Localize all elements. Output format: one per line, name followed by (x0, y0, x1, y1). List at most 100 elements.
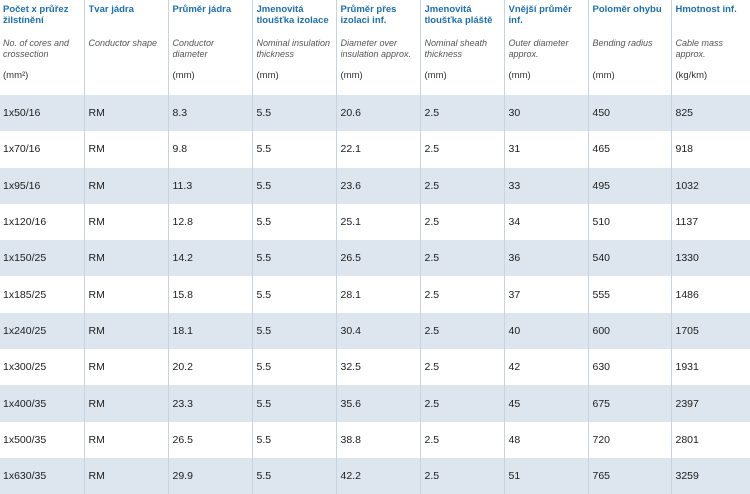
table-cell: 2.5 (419, 167, 504, 204)
table-cell: 8.3 (167, 95, 252, 132)
column-header-unit: (mm) (172, 70, 195, 81)
table-cell: 22.1 (335, 131, 420, 168)
table-cell: 33 (503, 167, 588, 204)
column-header-czech: Hmotnost inf. (675, 4, 737, 15)
table-cell: RM (83, 349, 168, 386)
table-cell: 1x240/25 (0, 312, 84, 350)
table-cell: 30 (503, 95, 588, 132)
table-cell: 1x185/25 (0, 276, 84, 313)
table-cell: 1330 (670, 240, 750, 277)
table-cell: 12.8 (167, 203, 252, 241)
table-cell: 600 (587, 312, 671, 350)
table-cell: 23.3 (167, 385, 252, 422)
column-header-english: No. of cores and crossection (3, 38, 70, 59)
column-header-english: Conductor diameter (172, 38, 215, 59)
table-cell: RM (83, 421, 168, 458)
table-cell: 25.1 (335, 203, 420, 241)
table-cell: RM (83, 312, 168, 350)
table-cell: 2801 (670, 421, 750, 458)
table-cell: 20.2 (167, 349, 252, 386)
table-cell: 2.5 (419, 95, 504, 132)
table-row: 1x120/16 RM 12.8 5.5 25.1 2.5 34 510 1137 (0, 203, 750, 241)
table-cell: 465 (587, 131, 671, 168)
column-header-unit: (mm) (256, 70, 279, 81)
table-cell: RM (83, 131, 168, 168)
column-header-3: Jmenovitá tloušťka izolace Nominal insul… (251, 0, 336, 95)
table-cell: 1x500/35 (0, 421, 84, 458)
table-cell: 450 (587, 95, 671, 132)
table-cell: RM (83, 167, 168, 204)
table-row: 1x240/25 RM 18.1 5.5 30.4 2.5 40 600 1705 (0, 312, 750, 350)
table-cell: 2.5 (419, 312, 504, 350)
column-header-english: Cable mass approx. (675, 38, 724, 59)
table-cell: 1x630/35 (0, 457, 84, 494)
column-header-6: Vnější průměr inf. Outer diameter approx… (503, 0, 588, 95)
table-cell: 5.5 (251, 457, 336, 494)
column-header-czech: Tvar jádra (88, 4, 134, 15)
table-cell: 765 (587, 457, 671, 494)
table-body: 1x50/16 RM 8.3 5.5 20.6 2.5 30 450 825 1x70/16 RM 9… (0, 95, 750, 494)
table-cell: 675 (587, 385, 671, 422)
table-cell: 15.8 (167, 276, 252, 313)
table-cell: 51 (503, 457, 588, 494)
table-cell: 5.5 (251, 95, 336, 132)
column-header-8: Hmotnost inf. Cable mass approx. (kg/km) (670, 0, 750, 95)
table-cell: 1486 (670, 276, 750, 313)
column-header-czech: Jmenovitá tloušťka pláště (424, 4, 493, 26)
table-cell: 918 (670, 131, 750, 168)
table-cell: 2.5 (419, 457, 504, 494)
table-cell: 1x120/16 (0, 203, 84, 241)
column-header-czech: Poloměr ohybu (592, 4, 662, 15)
table-cell: 38.8 (335, 421, 420, 458)
table-cell: 2.5 (419, 240, 504, 277)
table-cell: 1x70/16 (0, 131, 84, 168)
table-row: 1x50/16 RM 8.3 5.5 20.6 2.5 30 450 825 (0, 95, 750, 132)
column-header-english: Bending radius (592, 38, 653, 48)
column-header-czech: Jmenovitá tloušťka izolace (256, 4, 329, 26)
table-cell: 31 (503, 131, 588, 168)
table-header: Počet x průřez žilstínění No. of cores a… (0, 0, 750, 95)
table-row: 1x70/16 RM 9.8 5.5 22.1 2.5 31 465 918 (0, 131, 750, 168)
table-cell: 45 (503, 385, 588, 422)
table-cell: 42 (503, 349, 588, 386)
column-header-czech: Průměr jádra (172, 4, 232, 15)
column-header-czech: Počet x průřez žilstínění (3, 4, 69, 26)
table-cell: 1137 (670, 203, 750, 241)
table-cell: 2.5 (419, 349, 504, 386)
table-cell: 2.5 (419, 385, 504, 422)
column-header-7: Poloměr ohybu Bending radius (mm) (587, 0, 671, 95)
table-cell: 28.1 (335, 276, 420, 313)
column-header-english: Outer diameter approx. (508, 38, 569, 59)
table-cell: 36 (503, 240, 588, 277)
table-row: 1x500/35 RM 26.5 5.5 38.8 2.5 48 720 2801 (0, 421, 750, 458)
table-cell: 1x300/25 (0, 349, 84, 386)
table-cell: RM (83, 95, 168, 132)
table-cell: 34 (503, 203, 588, 241)
table-row: 1x150/25 RM 14.2 5.5 26.5 2.5 36 540 1330 (0, 240, 750, 277)
header-row: Počet x průřez žilstínění No. of cores a… (0, 0, 750, 95)
table-cell: 1931 (670, 349, 750, 386)
table-cell: 1x50/16 (0, 95, 84, 132)
table-cell: 5.5 (251, 349, 336, 386)
table-cell: RM (83, 276, 168, 313)
table-cell: 630 (587, 349, 671, 386)
column-header-english: Nominal insulation thickness (256, 38, 331, 59)
table-cell: 48 (503, 421, 588, 458)
table-cell: 510 (587, 203, 671, 241)
table-cell: 37 (503, 276, 588, 313)
table-cell: 2.5 (419, 131, 504, 168)
table-cell: 5.5 (251, 203, 336, 241)
table-cell: 40 (503, 312, 588, 350)
table-cell: 720 (587, 421, 671, 458)
table-cell: 1x400/35 (0, 385, 84, 422)
column-header-4: Průměr přes izolaci inf. Diameter over i… (335, 0, 420, 95)
table-cell: 5.5 (251, 421, 336, 458)
table-cell: RM (83, 457, 168, 494)
table-cell: 18.1 (167, 312, 252, 350)
column-header-unit: (mm) (508, 70, 531, 81)
column-header-unit: (mm) (340, 70, 363, 81)
table-cell: 26.5 (335, 240, 420, 277)
column-header-unit: (kg/km) (675, 70, 708, 81)
column-header-english: Conductor shape (88, 38, 158, 48)
